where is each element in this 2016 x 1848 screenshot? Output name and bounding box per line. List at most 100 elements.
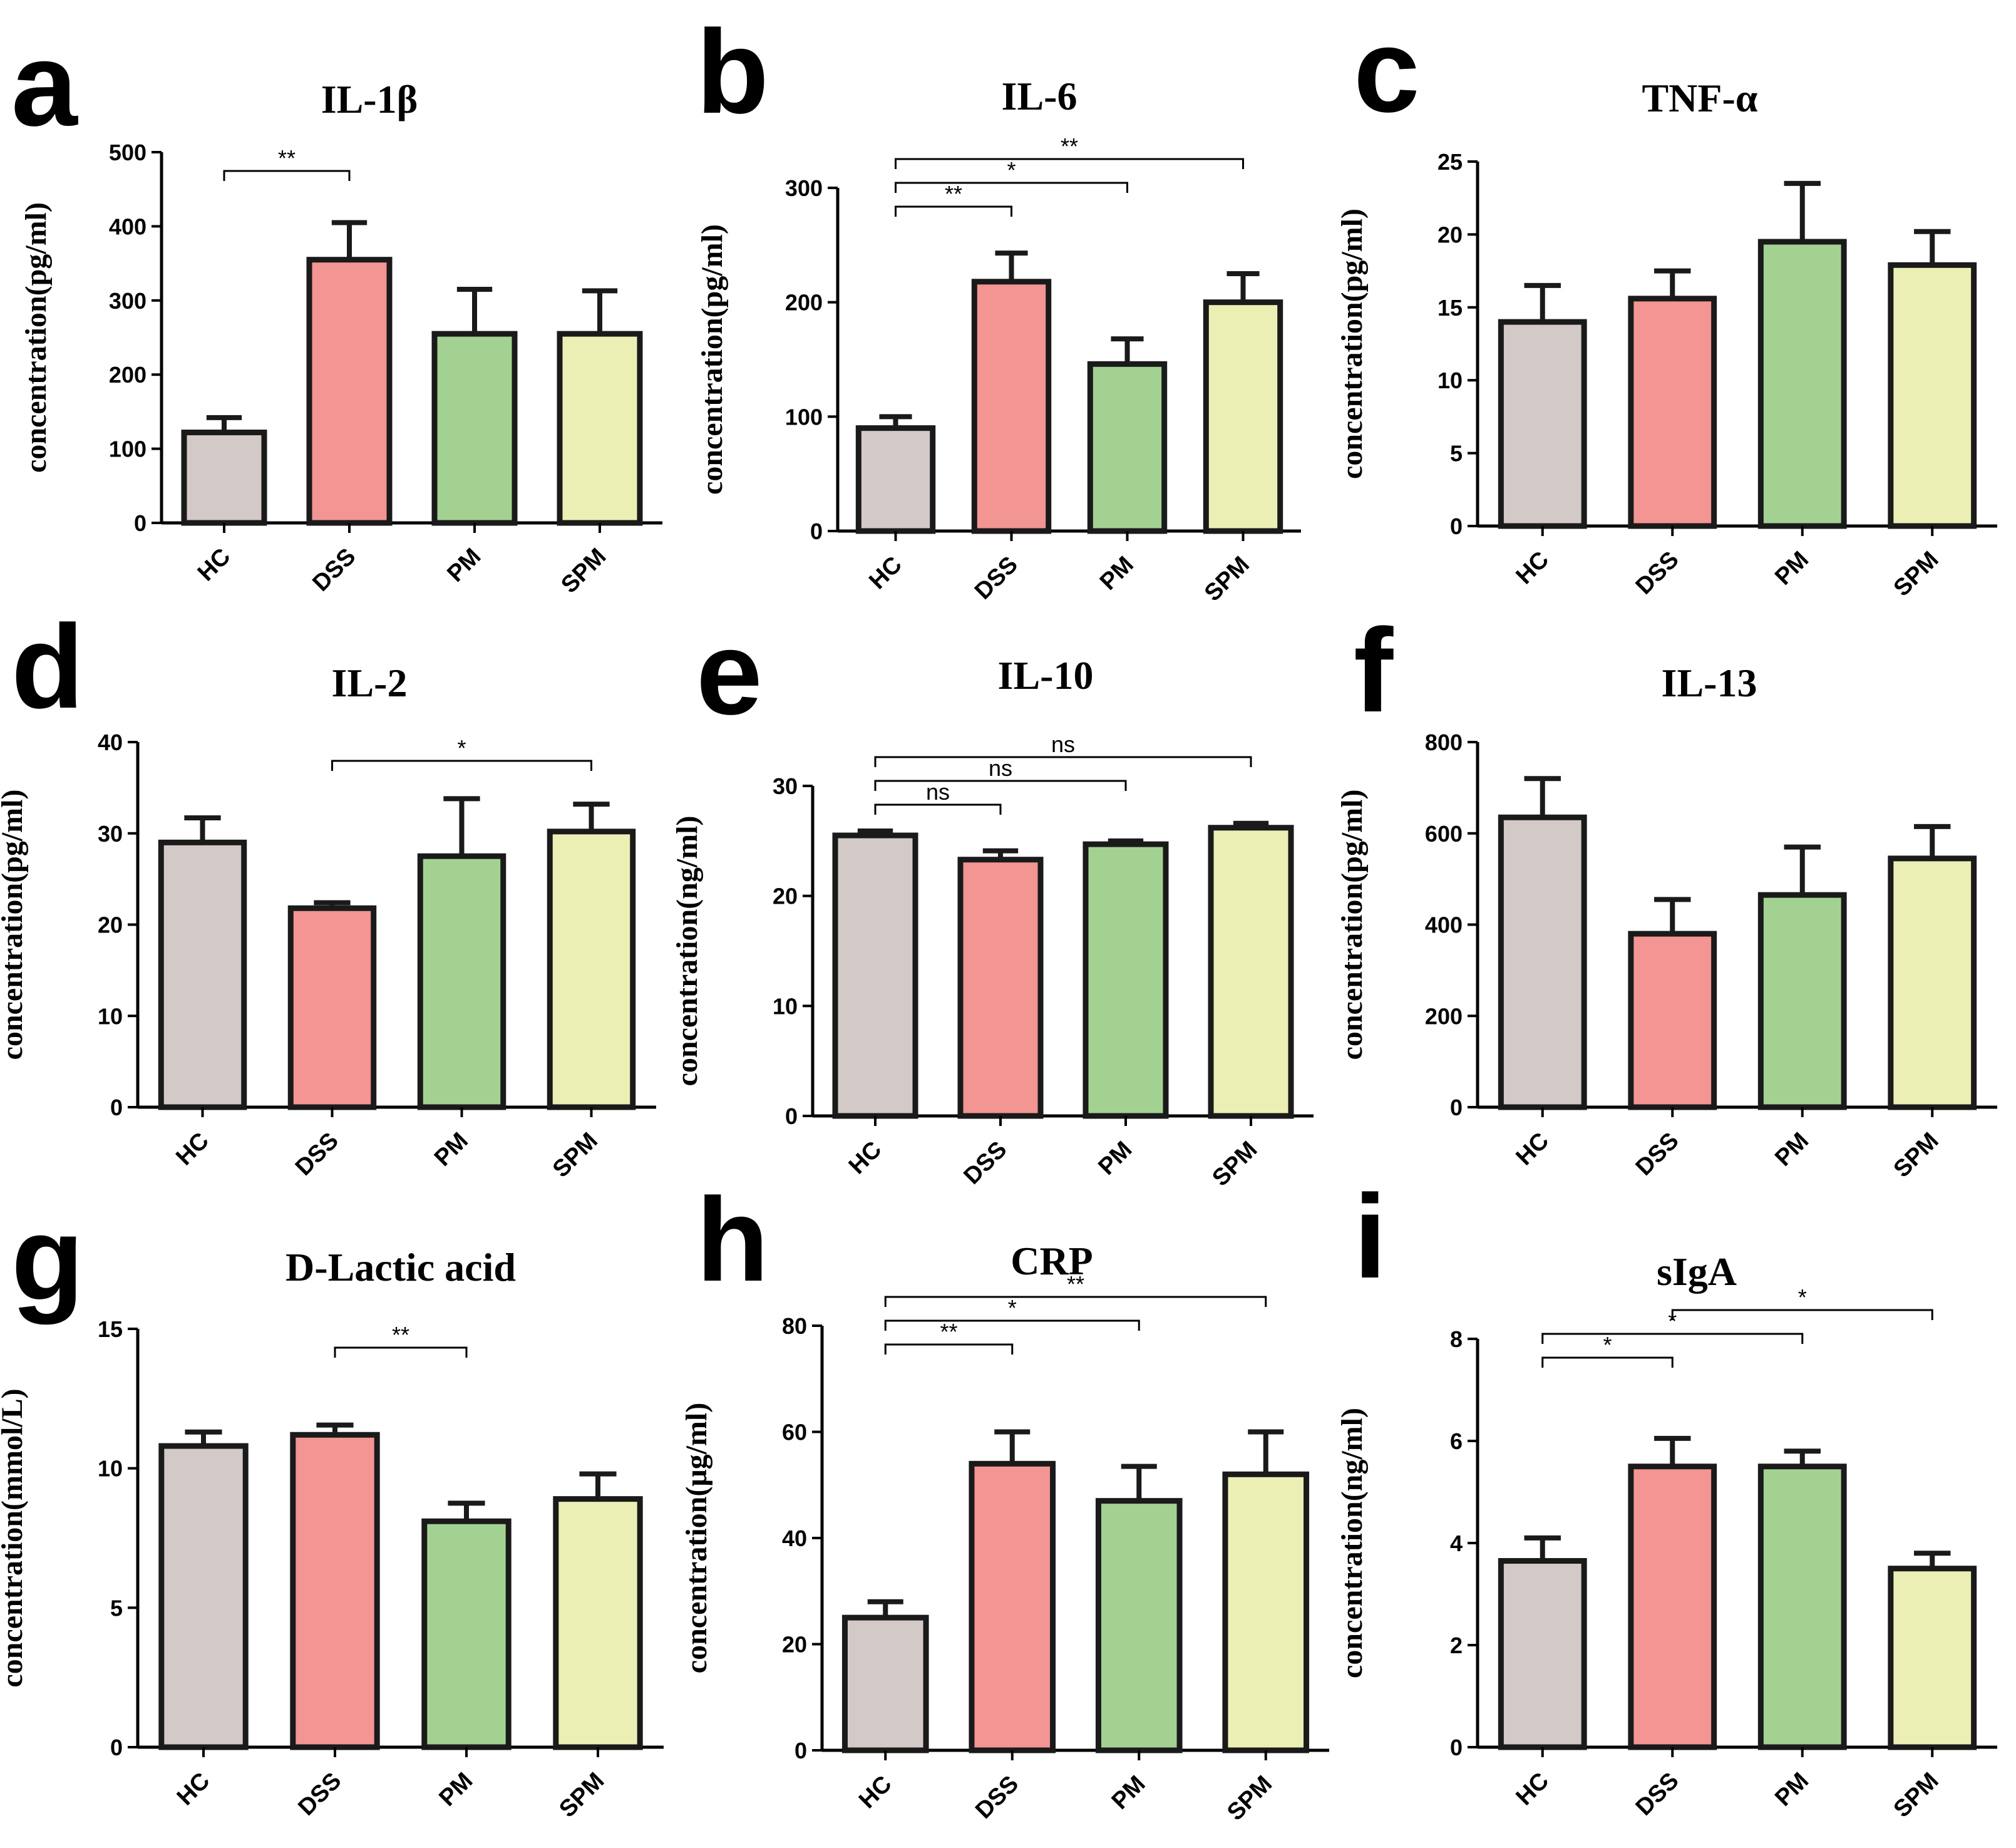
x-tick-label: DSS [1631,1128,1684,1181]
y-tick-label: 5 [1450,441,1463,467]
bar-hc [1498,1558,1587,1750]
error-bar-spm [1914,1551,1951,1569]
y-tick-label: 100 [785,404,823,430]
significance-bracket [884,1296,1267,1307]
y-axis-label: concentration(ng/ml) [1335,1408,1369,1678]
significance-bracket [874,780,1127,791]
y-tick-label: 15 [1437,295,1463,321]
error-bar-pm [1784,180,1821,242]
bar-spm [1222,1471,1310,1753]
bar-spm [1888,1566,1977,1750]
error-bar-dss [316,1422,354,1435]
significance-label: ** [1061,133,1078,159]
bar-pm [1757,892,1847,1110]
x-tick-label: HC [1511,547,1555,590]
x-tick-label: SPM [1200,552,1255,607]
chart-title: TNF-α [1642,76,1757,120]
bar-hc [181,430,267,526]
y-axis-label: concentration(pg/ml) [1335,790,1369,1060]
bar-pm [417,853,507,1110]
chart-title: IL-10 [998,653,1094,698]
x-tick-label: SPM [554,1768,609,1823]
x-tick-label: DSS [293,1768,346,1821]
x-tick-label: DSS [307,544,361,597]
bar-dss [1628,1463,1717,1750]
y-axis-label: concentration(ng/ml) [671,816,704,1087]
error-bar-spm [582,288,618,334]
panel-letter: b [696,6,769,138]
panel-f: f IL-13 concentration(pg/ml) 0 200 400 600 800 H… [1335,604,1997,1183]
y-tick-label: 10 [98,1003,123,1029]
x-tick-label: HC [854,1771,897,1814]
y-tick-label: 0 [1450,514,1463,539]
x-tick-label: HC [864,552,907,595]
error-bar-hc [184,815,221,843]
error-bar-dss [331,220,368,260]
bar-spm [557,331,643,526]
error-bar-dss [1654,268,1691,299]
bar-spm [1888,262,1977,529]
chart-title: IL-13 [1662,661,1757,705]
bar-hc [1498,319,1587,529]
error-bar-spm [1233,820,1269,828]
panel-c: c TNF-α concentration(pg/ml) 0 5 10 15 20 25 HC DS… [1335,4,1997,602]
chart-title: IL-2 [332,661,408,705]
y-axis-label: concentration(pg/ml) [19,202,53,473]
y-tick-label: 300 [109,288,147,314]
x-tick-label: PM [1770,1128,1814,1172]
error-bar-pm [1784,1448,1821,1467]
y-tick-label: 400 [109,214,147,239]
error-bar-dss [1654,897,1691,934]
chart-title: IL-1β [321,77,418,121]
x-tick-label: DSS [959,1137,1012,1190]
x-tick-label: PM [434,1768,478,1812]
error-bar-hc [185,1429,222,1447]
error-bar-spm [1248,1429,1284,1475]
error-bar-spm [573,802,610,832]
significance-bracket [1541,1333,1804,1344]
bar-dss [287,905,377,1110]
y-tick-label: 300 [785,175,823,201]
y-tick-label: 2 [1450,1633,1463,1658]
chart-title: sIgA [1657,1249,1737,1294]
bar-hc [158,839,247,1110]
significance-bracket [334,1346,468,1358]
x-tick-label: DSS [970,1771,1024,1824]
x-tick-label: PM [442,544,486,587]
y-tick-label: 40 [98,730,123,755]
significance-label: * [457,735,466,761]
panel-d: d IL-2 concentration(pg/ml) 0 10 20 30 40 HC DSS P… [0,601,656,1183]
significance-label: * [1603,1332,1612,1358]
bar-pm [1083,841,1169,1119]
x-tick-label: HC [1511,1128,1555,1171]
error-bar-pm [443,796,480,857]
significance-bracket [895,182,1128,193]
x-tick-label: DSS [1631,1768,1684,1821]
error-bar-pm [1121,1463,1157,1501]
error-bar-dss [994,1429,1031,1464]
y-tick-label: 10 [98,1456,123,1482]
error-bar-pm [1784,844,1821,896]
y-tick-label: 0 [795,1738,807,1763]
y-tick-label: 0 [110,1735,123,1760]
y-tick-label: 4 [1450,1531,1463,1556]
bar-dss [1628,296,1717,529]
error-bar-dss [982,848,1019,860]
y-tick-label: 800 [1425,730,1463,755]
panel-letter: h [696,1174,769,1306]
bar-dss [971,279,1052,534]
significance-bracket [874,803,1002,815]
significance-bracket [884,1343,1014,1355]
y-tick-label: 0 [110,1095,123,1120]
x-tick-label: PM [1107,1771,1151,1815]
bar-hc [841,1614,929,1753]
panel-letter: d [11,601,84,733]
x-tick-label: SPM [1889,1768,1944,1823]
bar-spm [1208,825,1294,1119]
y-axis-label: concentration(μg/ml) [680,1403,713,1673]
y-tick-label: 0 [134,510,147,536]
x-tick-label: HC [844,1137,887,1180]
bar-pm [1087,361,1168,534]
panel-letter: a [11,18,78,151]
y-tick-label: 20 [782,1632,807,1658]
